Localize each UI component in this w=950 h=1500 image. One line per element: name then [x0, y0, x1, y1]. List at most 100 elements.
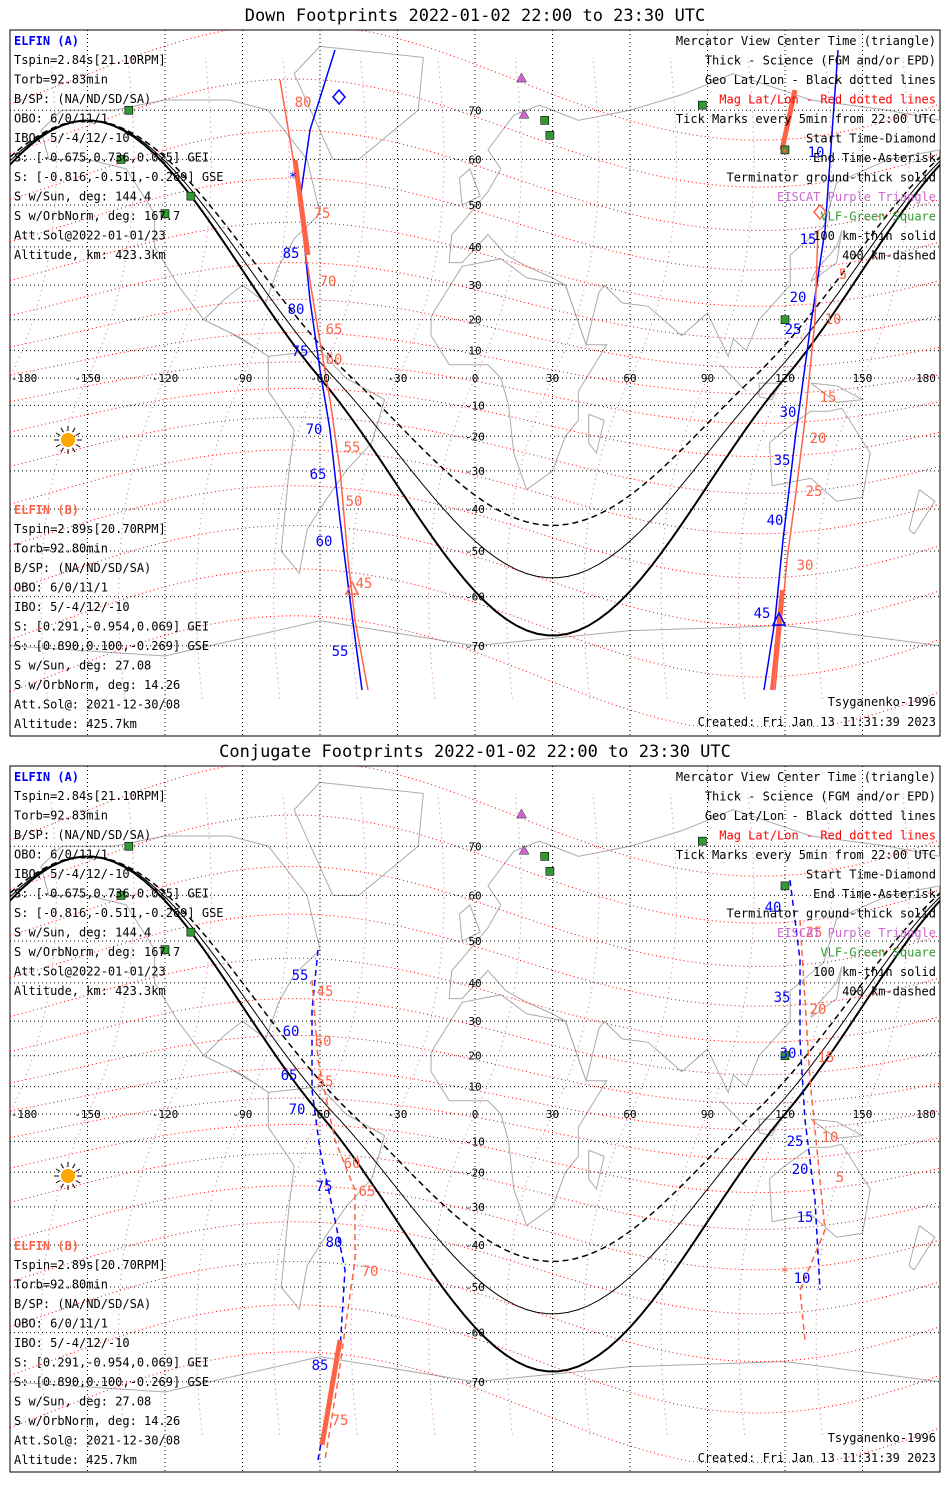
elfin-a-time-label: 15 [800, 232, 817, 248]
elfin-b-info-line: S: [0.890,0.100,-0.269] GSE [14, 639, 209, 653]
lat-tick-label: -70 [465, 640, 485, 653]
coastline [908, 1225, 936, 1271]
vlf-square [540, 116, 550, 125]
lat-tick-label: 50 [468, 935, 481, 948]
sun-icon [54, 1162, 82, 1190]
lon-tick-label: -30 [388, 372, 408, 385]
lat-tick-label: -40 [465, 503, 485, 516]
elfin-a-time-label: 75 [292, 344, 309, 360]
coastline [810, 230, 843, 282]
elfin-a-info-line: Torb=92.83min [14, 809, 108, 823]
elfin-b-info-line: S: [0.291,-0.954,0.069] GEI [14, 1356, 209, 1370]
map-panel-down: -180 -150 -120 -90 -60 -30 0 30 60 90 120 150 180 70 6… [9, 29, 941, 737]
lon-tick-label: -60 [310, 372, 330, 385]
lat-tick-label: 20 [468, 1050, 481, 1063]
panel-title-conjugate: Conjugate Footprints 2022-01-02 22:00 to… [219, 742, 731, 762]
vlf-square [698, 100, 707, 110]
elfin-a-time-label: 30 [780, 1046, 797, 1062]
vlf-square [160, 945, 170, 954]
elfin-a-time-label: 65 [281, 1068, 298, 1084]
elfin-b-time-label: 55 [344, 440, 361, 456]
legend-line: 400 km-dashed [842, 985, 936, 999]
lat-tick-label: 10 [468, 1081, 481, 1094]
elfin-a-time-label: 70 [289, 1102, 306, 1118]
elfin-a-info-line: S w/Sun, deg: 144.4 [14, 190, 151, 204]
elfin-a-time-label: 75 [316, 1179, 333, 1195]
map-content [10, 30, 940, 736]
lat-tick-label: 30 [468, 1015, 481, 1028]
elfin-b-info-line: S w/OrbNorm, deg: 14.26 [14, 678, 180, 692]
elfin-a-track [299, 49, 363, 691]
elfin-a-info-line: S: [-0.675,0.736,0.025] GEI [14, 151, 209, 165]
elfin-a-info-line: Att.Sol@2022-01-01/23 [14, 229, 166, 243]
elfin-b-time-label: 70 [362, 1264, 379, 1280]
elfin-b-time-label: 5 [836, 1170, 844, 1186]
coastline [810, 1118, 865, 1139]
elfin-b-info-line: Altitude: 425.7km [14, 717, 137, 731]
lon-tick-label: -180 [11, 372, 38, 385]
mag-lat-line [10, 766, 940, 877]
elfin-a-info-line: S w/Sun, deg: 144.4 [14, 926, 151, 940]
lat-tick-label: 30 [468, 279, 481, 292]
lon-tick-label: 30 [546, 1108, 559, 1121]
vlf-square [780, 145, 790, 155]
coastline [267, 350, 386, 575]
lon-tick-label: 180 [916, 1108, 936, 1121]
elfin-b-science [319, 1339, 343, 1446]
elfin-b-info-line: B/SP: (NA/ND/SD/SA) [14, 1297, 151, 1311]
coastline [588, 413, 605, 455]
elfin-b-time-label: 30 [797, 558, 814, 574]
legend-line: End Time-Asterisk [813, 151, 937, 165]
mag-lat-line [10, 1304, 940, 1414]
center-triangle [344, 580, 360, 595]
coastline [720, 1100, 747, 1128]
mag-lat-line [10, 1351, 940, 1463]
lat-tick-label: -20 [465, 1166, 485, 1179]
legend-line: Start Time-Diamond [806, 868, 936, 882]
elfin-a-time-label: 85 [312, 1358, 329, 1374]
elfin-b-info-line: S w/OrbNorm, deg: 14.26 [14, 1414, 180, 1428]
elfin-a-time-label: 70 [306, 422, 323, 438]
created-timestamp: Created: Fri Jan 13 11:31:39 2023 [698, 715, 936, 729]
elfin-a-info-line: S: [-0.816,-0.511,-0.269] GSE [14, 906, 224, 920]
lon-tick-label: -180 [11, 1108, 38, 1121]
elfin-b-info-line: Tspin=2.89s[20.70RPM] [14, 522, 166, 536]
terminator-400km [10, 855, 940, 1263]
elfin-b-time-label: 45 [317, 984, 334, 1000]
lon-tick-label: -120 [152, 1108, 179, 1121]
elfin-b-info-line: S: [0.291,-0.954,0.069] GEI [14, 620, 209, 634]
mag-lat-line [10, 568, 940, 678]
elfin-a-info-line: Altitude, km: 423.3km [14, 248, 166, 262]
eiscat-triangle [516, 72, 527, 83]
mag-lat-line [10, 814, 940, 924]
elfin-b-time-label: 25 [806, 484, 823, 500]
elfin-b-label: ELFIN (B) [14, 1239, 79, 1253]
elfin-b-info-line: S: [0.890,0.100,-0.269] GSE [14, 1375, 209, 1389]
legend-line: EISCAT Purple Triangle [777, 190, 936, 204]
vlf-square [780, 1051, 790, 1061]
elfin-b-time-label: 70 [320, 274, 337, 290]
elfin-a-info-line: S: [-0.675,0.736,0.025] GEI [14, 887, 209, 901]
legend-line: Tick Marks every 5min from 22:00 UTC [676, 848, 936, 862]
vlf-square [545, 130, 555, 140]
vlf-square [116, 891, 126, 900]
lat-tick-label: -50 [465, 1281, 485, 1294]
legend-line: Mercator View Center Time (triangle) [676, 770, 936, 784]
elfin-a-info-line: S w/OrbNorm, deg: 167.7 [14, 945, 180, 959]
lat-tick-label: 50 [468, 199, 481, 212]
legend-line: 100 km-thin solid [813, 229, 936, 243]
coastline [267, 1086, 386, 1311]
elfin-b-time-label: 45 [356, 576, 373, 592]
start-diamond [332, 88, 346, 106]
elfin-b-science [292, 159, 311, 256]
lon-tick-label: 120 [775, 1108, 795, 1121]
elfin-a-time-label: 55 [292, 968, 309, 984]
elfin-b-time-label: 20 [810, 1002, 827, 1018]
legend-line: End Time-Asterisk [813, 887, 937, 901]
mag-lat-line [10, 1185, 940, 1271]
vlf-square [780, 881, 790, 891]
elfin-a-time-label: 60 [316, 534, 333, 550]
lon-tick-label: 150 [853, 1108, 873, 1121]
elfin-b-info-line: Torb=92.80min [14, 542, 108, 556]
lon-tick-label: 120 [775, 372, 795, 385]
